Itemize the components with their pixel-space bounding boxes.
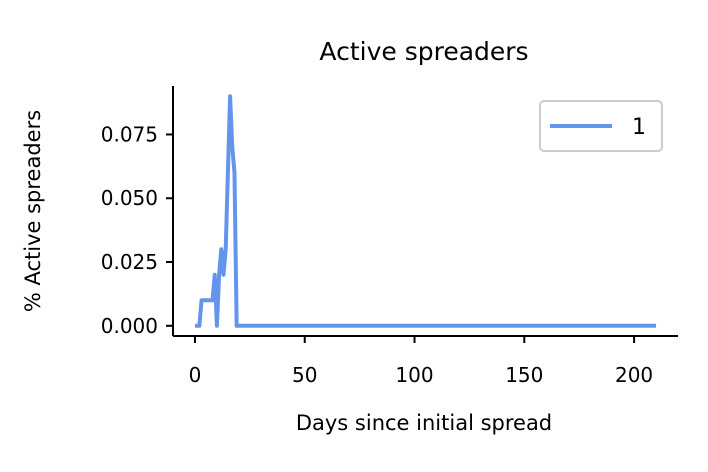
y-tick-label: 0.075 [101,122,158,146]
x-tick-label: 0 [189,363,202,387]
legend: 1 [539,100,663,152]
x-tick-label: 50 [292,363,317,387]
x-axis-label: Days since initial spread [296,411,552,435]
plot-area: 0 50 100 150 200 0.000 0.025 0.050 0.075 [101,86,678,387]
legend-label: 1 [632,115,646,140]
y-ticks: 0.000 0.025 0.050 0.075 [101,122,173,338]
x-tick-label: 200 [615,363,653,387]
y-tick-label: 0.050 [101,186,158,210]
y-tick-label: 0.000 [101,314,158,338]
x-ticks: 0 50 100 150 200 [189,336,653,387]
series-layer [194,94,657,328]
chart-title: Active spreaders [319,37,528,66]
y-tick-label: 0.025 [101,250,158,274]
x-tick-label: 150 [505,363,543,387]
y-axis-label: % Active spreaders [21,110,45,312]
x-tick-label: 100 [395,363,433,387]
series-line [194,94,657,328]
